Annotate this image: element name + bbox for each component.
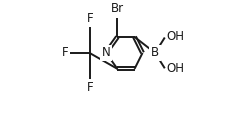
- Text: B: B: [151, 46, 159, 59]
- Text: F: F: [87, 81, 93, 94]
- Text: F: F: [62, 46, 69, 59]
- Text: OH: OH: [166, 62, 184, 75]
- Text: Br: Br: [111, 2, 124, 15]
- Text: F: F: [87, 12, 93, 25]
- Text: OH: OH: [166, 30, 184, 44]
- Text: N: N: [102, 46, 111, 59]
